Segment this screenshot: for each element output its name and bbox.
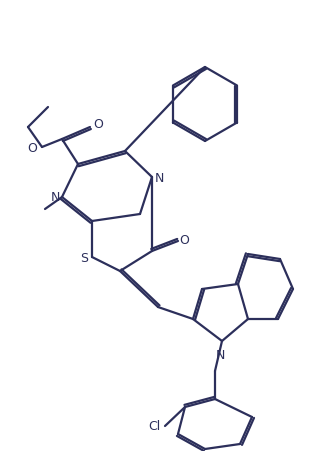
Text: S: S bbox=[80, 251, 88, 264]
Text: N: N bbox=[50, 191, 60, 204]
Text: N: N bbox=[215, 348, 225, 361]
Text: O: O bbox=[27, 141, 37, 154]
Text: N: N bbox=[154, 171, 164, 184]
Text: O: O bbox=[93, 118, 103, 131]
Text: Cl: Cl bbox=[148, 419, 160, 433]
Text: O: O bbox=[179, 234, 189, 247]
